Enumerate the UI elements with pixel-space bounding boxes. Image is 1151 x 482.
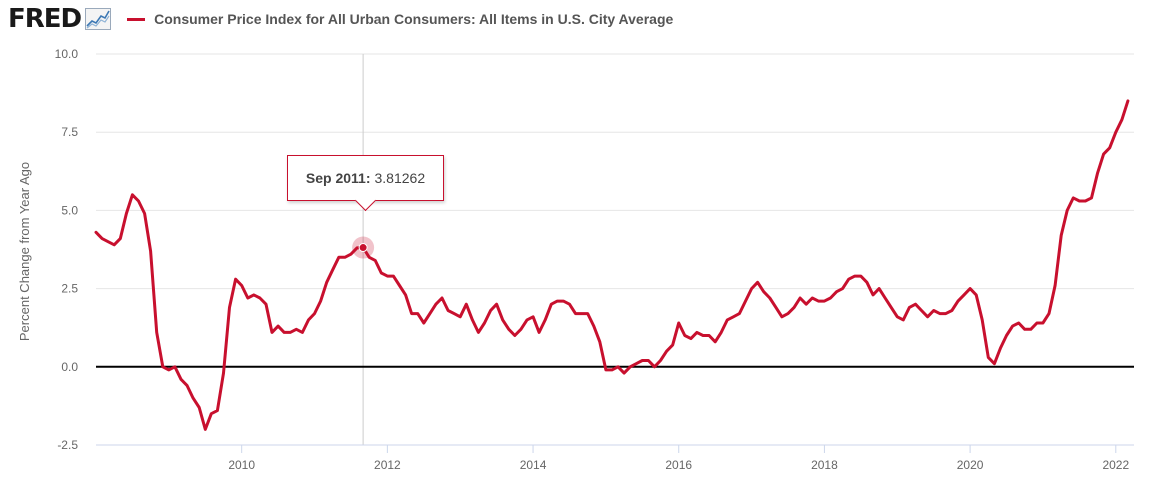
data-tooltip: Sep 2011: 3.81262 — [287, 155, 444, 212]
x-tick-label: 2016 — [665, 458, 692, 472]
y-tick-label: 10.0 — [55, 47, 79, 61]
grid-lines — [96, 53, 1134, 446]
highlight-layer — [352, 236, 375, 259]
series-line[interactable] — [94, 99, 1130, 431]
x-tick-label: 2014 — [520, 458, 547, 472]
tooltip-date: Sep 2011: — [305, 170, 371, 186]
series-layer — [94, 99, 1130, 431]
axes: -2.5 0.0 2.5 5.0 7.5 10.0 2010 2012 2014 2016 2018… — [17, 47, 1134, 472]
x-tick-label: 2020 — [957, 458, 984, 472]
chart-header: FRED Consumer Price Index for All Urban … — [8, 4, 673, 34]
tooltip-value: 3.81262 — [374, 170, 426, 186]
highlight-point[interactable] — [358, 243, 368, 253]
y-tick-label: -2.5 — [57, 438, 78, 452]
y-axis-label: Percent Change from Year Ago — [17, 162, 32, 341]
x-tick-label: 2010 — [228, 458, 255, 472]
line-graph-icon — [85, 8, 112, 30]
x-tick-label: 2018 — [811, 458, 838, 472]
x-tick-label: 2012 — [374, 458, 401, 472]
fred-logo[interactable]: FRED — [8, 4, 112, 34]
chart-legend: Consumer Price Index for All Urban Consu… — [127, 11, 673, 27]
legend-series-label: Consumer Price Index for All Urban Consu… — [154, 11, 674, 27]
y-tick-label: 2.5 — [61, 282, 78, 296]
y-tick-label: 5.0 — [61, 203, 78, 217]
y-tick-label: 7.5 — [61, 125, 78, 139]
fred-logo-text: FRED — [8, 4, 82, 34]
x-tick-label: 2022 — [1102, 458, 1129, 472]
legend-swatch — [127, 17, 146, 21]
y-tick-label: 0.0 — [61, 360, 78, 374]
